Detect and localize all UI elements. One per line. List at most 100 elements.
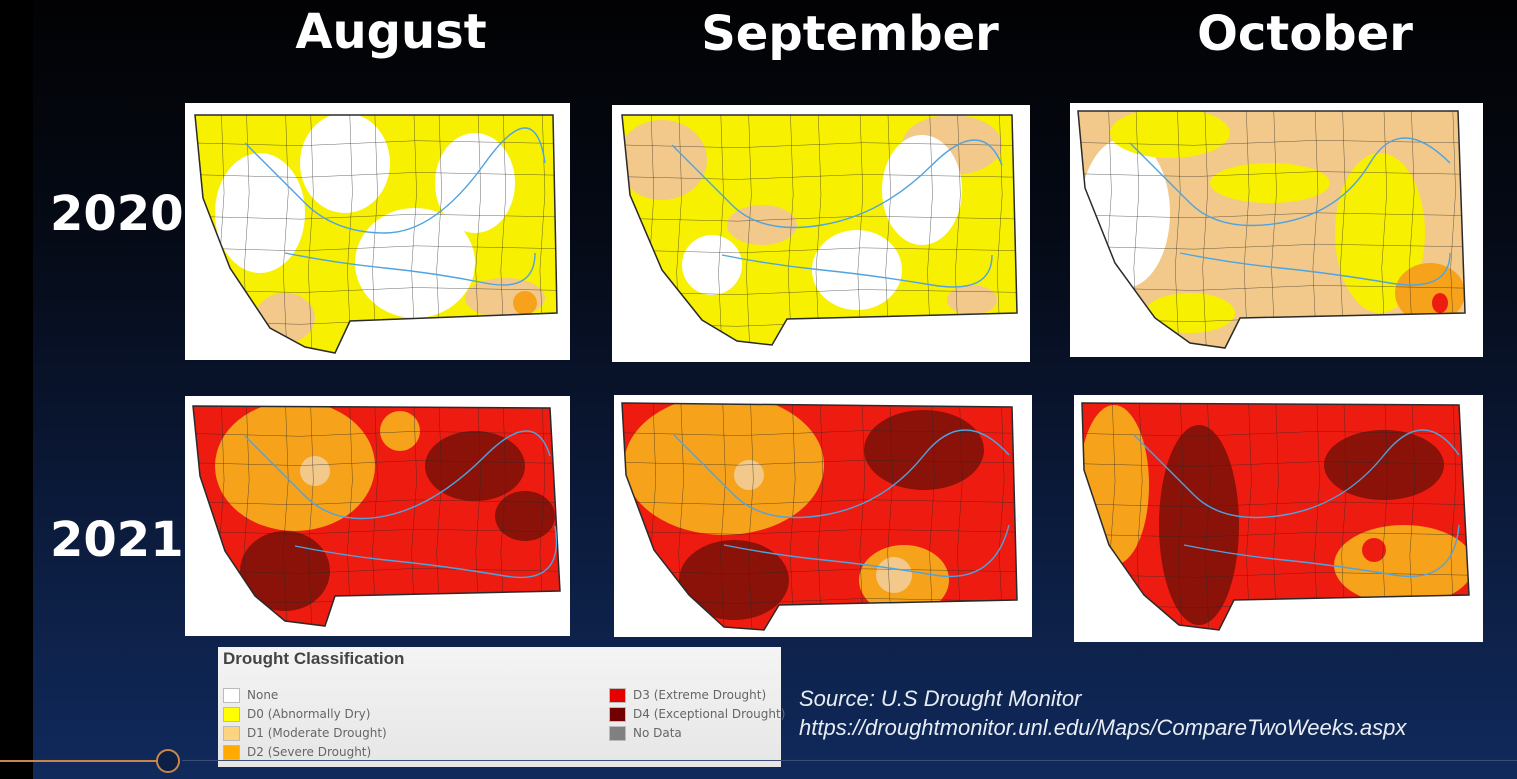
county-line — [1082, 461, 1469, 467]
legend-swatch — [609, 726, 626, 741]
county-line — [1078, 171, 1465, 177]
source-citation: Source: U.S Drought Monitor https://drou… — [799, 684, 1406, 742]
county-line — [193, 568, 560, 574]
county-line — [193, 597, 560, 603]
county-line — [957, 403, 963, 630]
county-line — [1174, 111, 1181, 348]
county-line — [1381, 111, 1388, 348]
county-line — [372, 115, 378, 353]
county-line — [1271, 111, 1277, 348]
montana-map-2020-october — [1077, 110, 1466, 349]
county-line — [748, 403, 754, 630]
county-line — [372, 406, 378, 626]
county-line — [622, 215, 1017, 222]
county-line — [1082, 531, 1469, 538]
source-url: https://droughtmonitor.unl.edu/Maps/Comp… — [799, 715, 1407, 740]
county-line — [1450, 111, 1456, 348]
county-line — [815, 115, 822, 345]
montana-map-2021-september — [621, 402, 1018, 631]
county-line — [193, 431, 560, 437]
map-2021-september — [614, 395, 1032, 637]
county-line — [622, 459, 1017, 466]
county-line — [195, 213, 557, 220]
county-line — [622, 321, 1017, 327]
county-line — [1082, 602, 1469, 608]
montana-map-2021-august — [192, 405, 561, 627]
county-line — [347, 406, 353, 626]
legend-title: Drought Classification — [223, 649, 405, 668]
county-line — [282, 406, 289, 626]
legend-swatch — [223, 745, 240, 760]
montana-map-2020-august — [194, 114, 558, 354]
county-line — [411, 115, 417, 353]
county-line — [622, 142, 1017, 148]
county-line — [1082, 501, 1469, 508]
county-line — [622, 529, 1017, 535]
county-line — [1243, 111, 1250, 348]
map-2021-august — [185, 396, 570, 636]
county-line — [1273, 403, 1279, 630]
county-line — [1202, 111, 1208, 348]
year-label-2020: 2020 — [50, 186, 184, 242]
montana-map-2021-october — [1081, 402, 1470, 631]
timeline-progress — [0, 760, 168, 762]
county-line — [282, 115, 289, 353]
county-line — [195, 245, 557, 252]
drought-legend: Drought Classification None D0 (Abnormal… — [218, 647, 785, 767]
county-line — [1408, 111, 1415, 348]
month-label-september: September — [701, 6, 999, 62]
county-line — [308, 406, 314, 626]
county-line — [622, 247, 1017, 254]
county-line — [787, 115, 794, 345]
county-line — [193, 499, 560, 506]
montana-map-2020-september — [621, 114, 1018, 346]
map-2020-october — [1070, 103, 1483, 357]
county-line — [1082, 572, 1469, 578]
county-line — [1177, 403, 1184, 630]
legend-swatch — [223, 707, 240, 722]
legend-swatch — [223, 726, 240, 741]
map-2021-october — [1074, 395, 1483, 642]
month-label-august: August — [295, 4, 487, 60]
source-line: Source: U.S Drought Monitor — [799, 686, 1082, 711]
county-line — [1082, 431, 1469, 437]
county-line — [436, 115, 442, 353]
county-line — [887, 403, 893, 630]
county-line — [1312, 111, 1319, 348]
county-line — [1078, 140, 1465, 146]
county-line — [929, 403, 935, 630]
county-line — [622, 568, 1017, 575]
county-line — [308, 115, 314, 353]
county-line — [1078, 212, 1465, 219]
county-line — [746, 115, 752, 345]
county-line — [857, 115, 864, 345]
legend-swatch — [609, 688, 626, 703]
county-line — [195, 172, 557, 178]
county-line — [998, 403, 1005, 630]
timeline-marker[interactable] — [156, 749, 180, 773]
county-line — [1205, 403, 1211, 630]
county-line — [720, 403, 726, 630]
county-line — [195, 140, 557, 146]
county-line — [500, 115, 507, 353]
county-line — [622, 499, 1017, 505]
county-line — [1246, 403, 1252, 630]
county-line — [622, 430, 1017, 436]
map-2020-september — [612, 105, 1030, 362]
map-2020-august — [185, 103, 570, 360]
year-label-2021: 2021 — [50, 512, 184, 568]
county-line — [1340, 111, 1346, 348]
county-line — [411, 406, 417, 626]
legend-swatch — [609, 707, 626, 722]
timeline-track — [182, 760, 1517, 761]
county-line — [789, 403, 796, 630]
county-line — [475, 115, 482, 353]
slide: August September October 2020 2021 — [33, 0, 1517, 779]
county-line — [718, 115, 724, 345]
county-line — [1078, 243, 1465, 250]
county-line — [193, 528, 560, 535]
month-label-october: October — [1197, 6, 1413, 62]
county-line — [859, 403, 866, 630]
county-line — [347, 115, 353, 353]
legend-swatch — [223, 688, 240, 703]
